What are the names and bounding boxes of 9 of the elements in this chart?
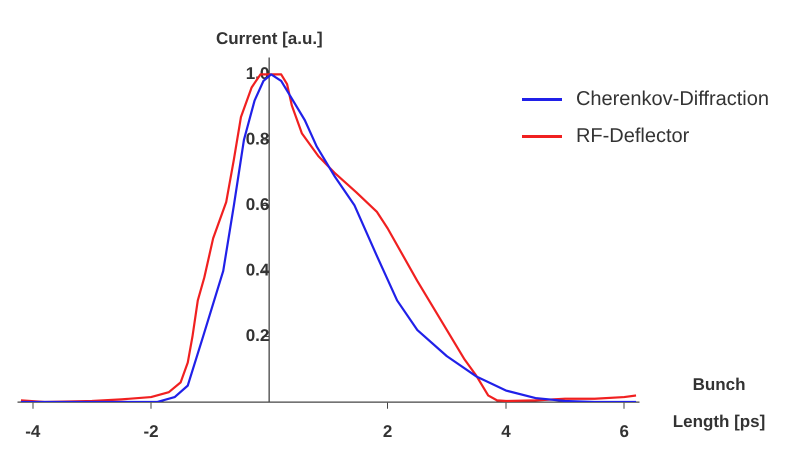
x-tick-label: 6 (619, 422, 629, 441)
x-axis-title: Bunch Length [ps] (672, 375, 766, 432)
y-axis-title: Current [a.u.] (216, 29, 323, 48)
legend-label: Cherenkov-Diffraction (576, 88, 769, 111)
x-tick-label: -2 (144, 422, 159, 441)
x-tick-label: 2 (382, 422, 392, 441)
x-tick-label: -4 (25, 422, 41, 441)
legend-label: RF-Deflector (576, 125, 690, 148)
x-tick-label: 4 (501, 422, 512, 441)
